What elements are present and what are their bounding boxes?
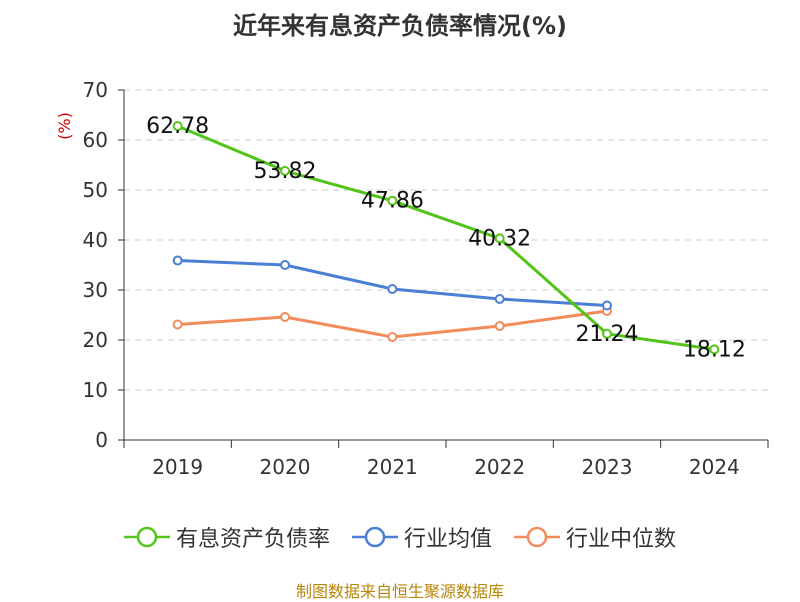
y-tick-label: 10 [83,378,108,402]
data-point [280,165,290,176]
data-point [387,332,398,342]
y-axis-label: (%) [55,112,74,140]
legend-label: 有息资产负债率 [175,527,330,552]
y-tick-label: 40 [83,228,108,252]
data-point [172,319,183,330]
source-note: 制图数据来自恒生聚源数据库 [295,582,504,601]
y-tick-label: 0 [95,428,108,452]
data-point [172,255,183,266]
y-tick-label: 50 [83,178,108,202]
data-point [280,260,290,270]
x-tick-label: 2024 [689,455,740,479]
chart-title: 近年来有息资产负债率情况(%) [233,12,567,40]
legend-swatch-icon [123,526,170,548]
legend-label: 行业均值 [403,527,492,552]
data-label: 47.86 [361,189,424,214]
data-point [709,344,720,355]
data-point [387,195,398,206]
legend-item[interactable]: 有息资产负债率 [123,521,330,553]
legend-swatch-icon [514,526,560,548]
legend-label: 行业中位数 [566,527,677,552]
x-tick-label: 2019 [152,455,203,479]
x-tick-label: 2020 [260,455,311,479]
data-point [172,121,183,132]
data-point [602,328,612,339]
data-labels: 62.78 53.82 47.86 40.32 21.24 18.12 [146,114,746,362]
data-label: 62.78 [146,114,209,139]
legend-item[interactable]: 行业均值 [351,521,492,553]
x-tick-label: 2022 [474,455,525,479]
data-label: 18.12 [683,337,746,362]
series [172,121,720,355]
data-point [602,300,612,311]
data-label: 53.82 [254,159,317,184]
x-tick-label: 2021 [367,455,418,479]
y-tick-label: 60 [83,128,108,152]
legend-swatch-icon [351,526,398,548]
legend: 有息资产负债率 行业均值 行业中位数 [0,520,800,554]
series-line [177,124,715,351]
data-label: 21.24 [576,322,639,347]
data-point [494,233,505,244]
line-chart: 0 10 20 30 40 50 60 70 2019 2020 2021 2022 2023 2024 (… [55,78,769,479]
legend-item[interactable]: 行业中位数 [514,521,676,553]
data-label: 40.32 [468,226,531,251]
axes: 0 10 20 30 40 50 60 70 2019 2020 2021 2022 2023 2024 (… [55,78,769,479]
data-point [280,312,290,322]
data-point [494,321,505,331]
x-tick-label: 2023 [582,455,633,479]
y-tick-label: 20 [83,328,108,352]
series-line [177,259,608,307]
y-tick-label: 30 [83,278,108,302]
data-point [494,294,505,304]
gridlines [124,89,768,391]
y-tick-label: 70 [83,78,108,102]
data-point [387,284,398,294]
